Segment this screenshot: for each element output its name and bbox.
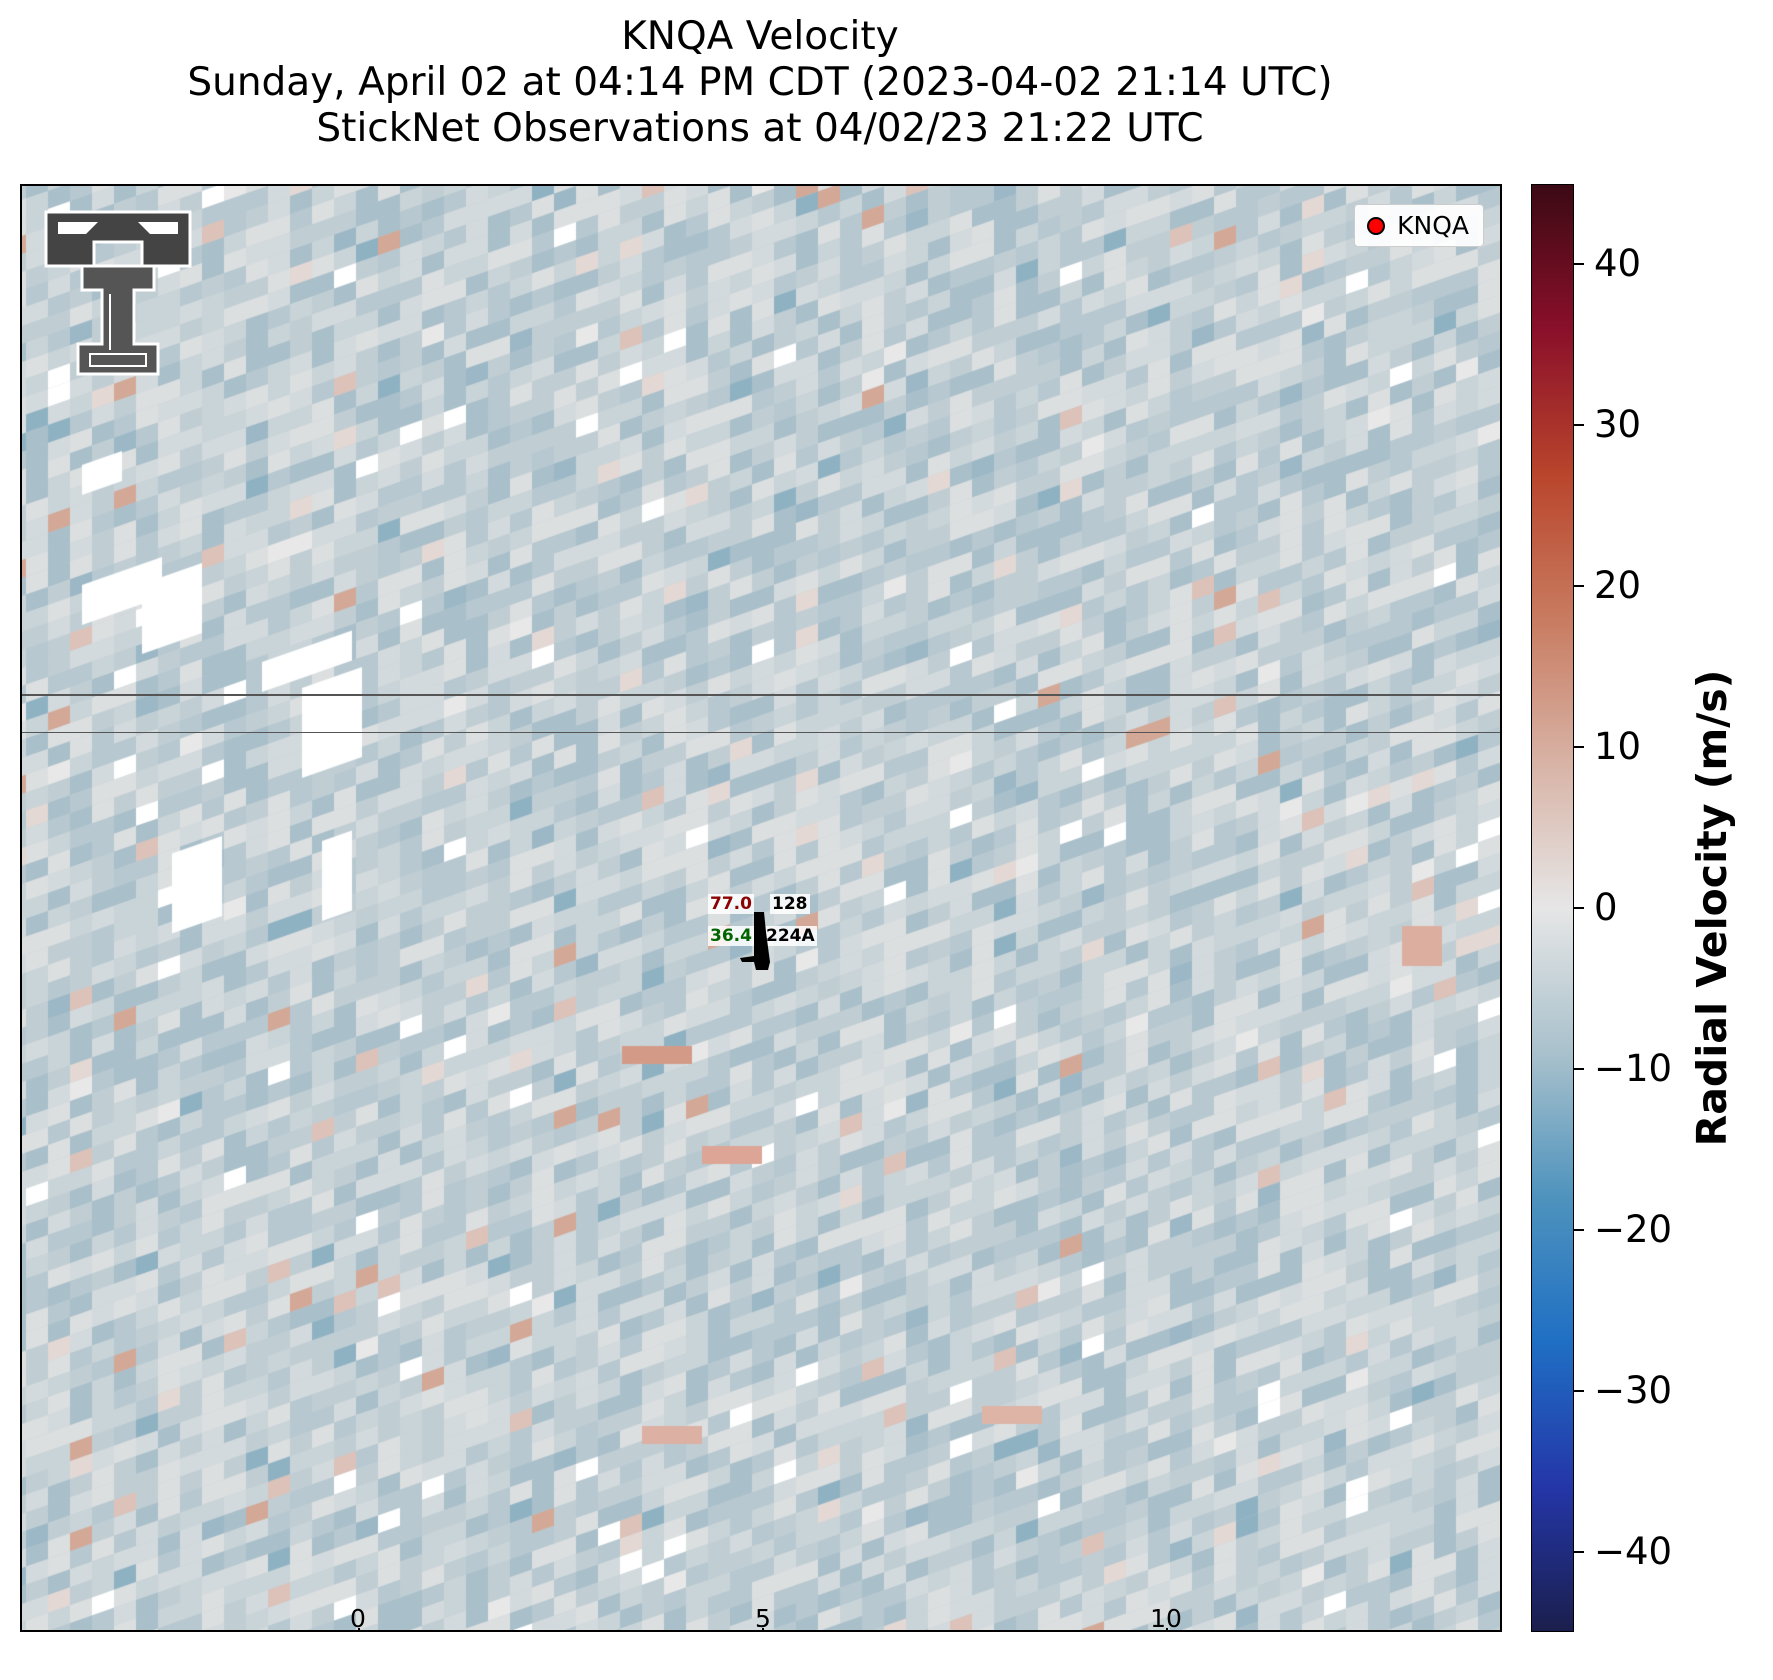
legend-label: KNQA [1397, 211, 1469, 240]
map-legend: KNQA [1354, 204, 1484, 247]
colorbar-tick [1574, 1550, 1584, 1553]
scale-label-5: 5 [755, 1604, 771, 1632]
colorbar-tick [1574, 424, 1584, 427]
velocity-colorbar [1531, 184, 1574, 1632]
colorbar-tick-label: 10 [1594, 725, 1642, 769]
scale-tick [358, 1628, 360, 1630]
colorbar-tick [1574, 585, 1584, 588]
chart-title: KNQA Velocity [621, 14, 899, 59]
chart-subtitle-time: Sunday, April 02 at 04:14 PM CDT (2023-0… [187, 60, 1333, 105]
colorbar-tick-label: 0 [1594, 886, 1618, 929]
radar-map[interactable]: KNQA 77.0 128 36.4 224A 0 5 10 km [20, 184, 1502, 1632]
wind-barb-icon [740, 912, 770, 970]
radar-site-marker-icon [1367, 216, 1386, 235]
colorbar-tick-label: −20 [1594, 1207, 1673, 1251]
chart-subtitle-obs: StickNet Observations at 04/02/23 21:22 … [316, 106, 1204, 151]
colorbar-title: Radial Velocity (m/s) [1688, 669, 1736, 1147]
colorbar-tick [1574, 1067, 1584, 1070]
colorbar-tick-label: 20 [1594, 564, 1642, 608]
colorbar-tick-label: −30 [1594, 1368, 1673, 1412]
colorbar-tick [1574, 1228, 1584, 1231]
colorbar-tick [1574, 263, 1584, 266]
scale-label-0: 0 [350, 1604, 366, 1632]
colorbar-tick [1574, 907, 1584, 909]
station-id-bottom: 224A [764, 926, 817, 946]
title-block: KNQA Velocity Sunday, April 02 at 04:14 … [20, 14, 1500, 152]
county-boundary-line [22, 694, 1500, 696]
colorbar-tick-label: −40 [1594, 1529, 1673, 1573]
station-id-top: 128 [770, 894, 810, 914]
county-boundary-line-secondary [22, 732, 1500, 733]
velocity-field [22, 186, 1500, 1630]
colorbar-tick [1574, 746, 1584, 749]
colorbar-tick [1574, 1389, 1584, 1392]
scale-label-10: 10 [1150, 1604, 1182, 1632]
colorbar-tick-label: −10 [1594, 1046, 1673, 1090]
scale-tick [762, 1628, 764, 1630]
station-dewpoint: 36.4 [708, 926, 754, 946]
station-temperature: 77.0 [708, 894, 754, 914]
texas-tech-logo-icon [44, 210, 192, 376]
colorbar-tick-label: 40 [1594, 242, 1642, 286]
colorbar-tick-label: 30 [1594, 403, 1642, 447]
scale-tick [1166, 1628, 1168, 1630]
